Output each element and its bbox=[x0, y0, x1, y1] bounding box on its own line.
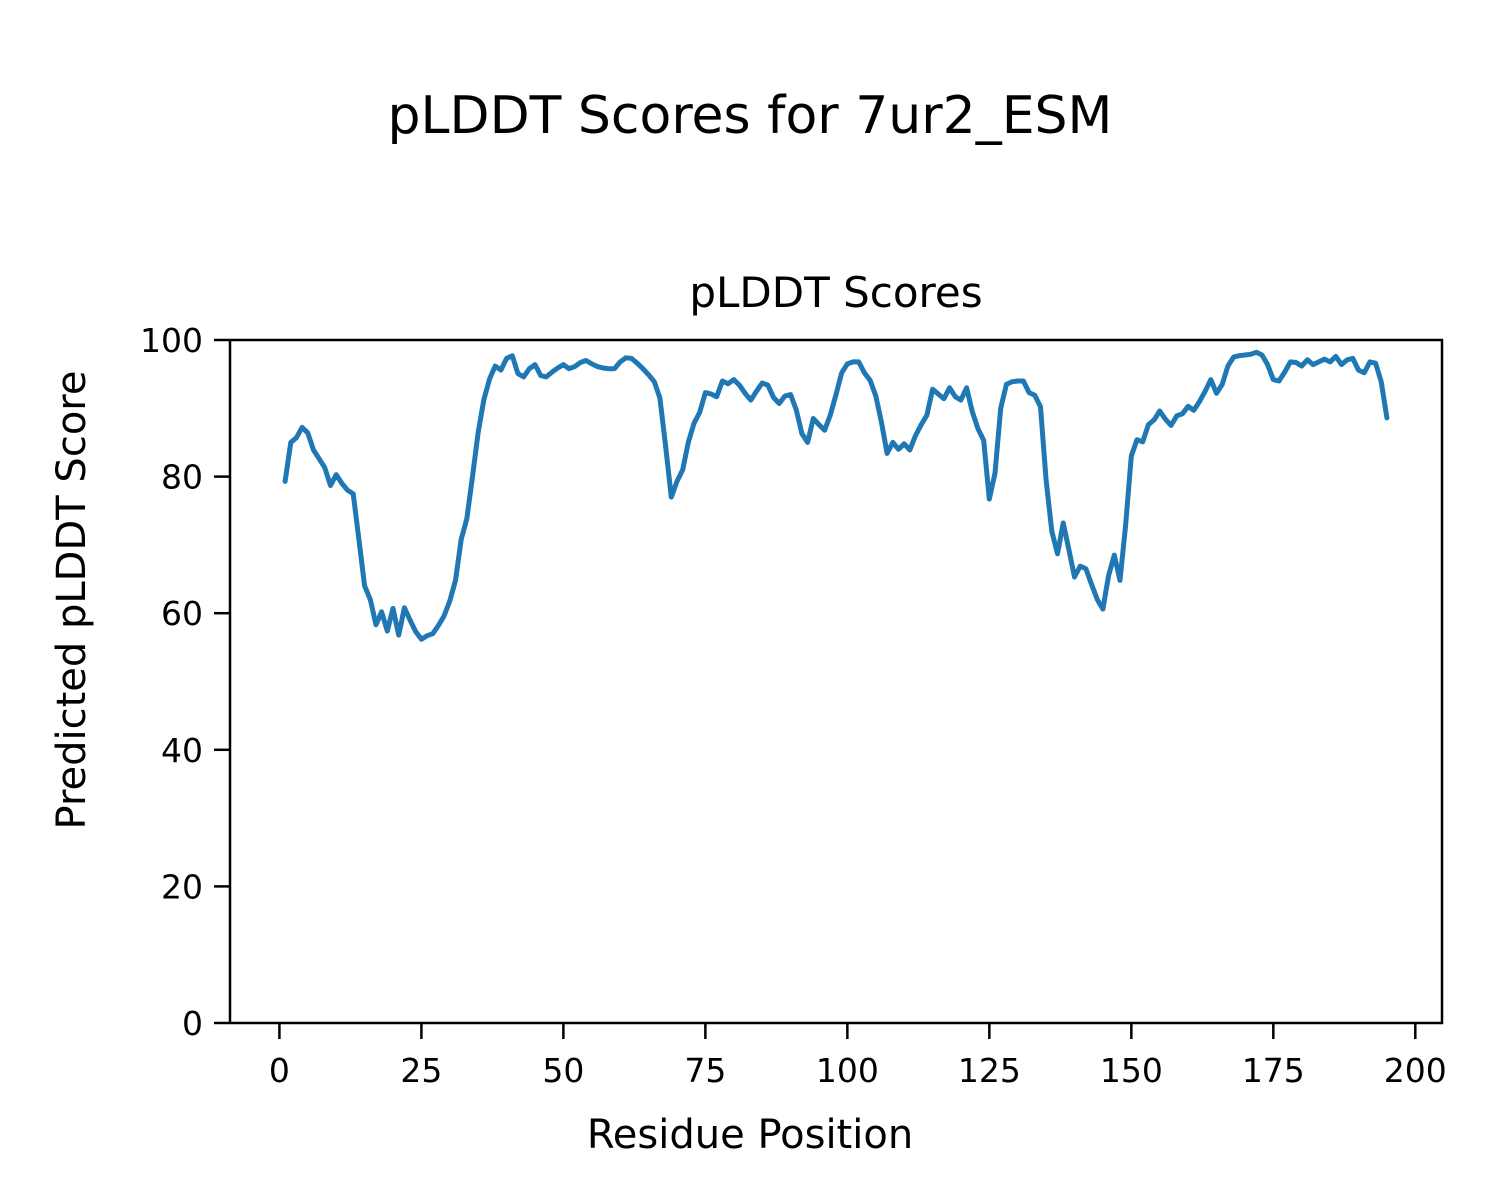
x-tick-label: 75 bbox=[684, 1051, 726, 1090]
x-tick-label: 175 bbox=[1242, 1051, 1305, 1090]
y-tick-label: 60 bbox=[161, 594, 203, 633]
x-tick-label: 0 bbox=[269, 1051, 290, 1090]
y-axis-ticks: 0 20 40 60 80 100 bbox=[140, 321, 229, 1043]
y-tick-label: 80 bbox=[161, 458, 203, 497]
x-tick-label: 150 bbox=[1100, 1051, 1163, 1090]
x-tick-label: 100 bbox=[816, 1051, 879, 1090]
figure-suptitle: pLDDT Scores for 7ur2_ESM bbox=[387, 86, 1113, 146]
x-axis-ticks: 0 25 50 75 100 125 150 175 200 bbox=[269, 1024, 1447, 1090]
x-tick-label: 50 bbox=[542, 1051, 584, 1090]
x-tick-label: 25 bbox=[400, 1051, 442, 1090]
x-tick-label: 200 bbox=[1384, 1051, 1447, 1090]
y-tick-label: 40 bbox=[161, 731, 203, 770]
x-axis-label: Residue Position bbox=[586, 1112, 914, 1158]
y-tick-label: 100 bbox=[140, 321, 203, 360]
axes-spines bbox=[228, 338, 1444, 1025]
y-tick-label: 0 bbox=[182, 1004, 203, 1043]
x-tick-label: 125 bbox=[958, 1051, 1021, 1090]
y-tick-label: 20 bbox=[161, 867, 203, 906]
plddt-line-series bbox=[282, 349, 1390, 642]
y-axis-label: Predicted pLDDT Score bbox=[49, 370, 95, 830]
axes-title: pLDDT Scores bbox=[689, 268, 983, 317]
